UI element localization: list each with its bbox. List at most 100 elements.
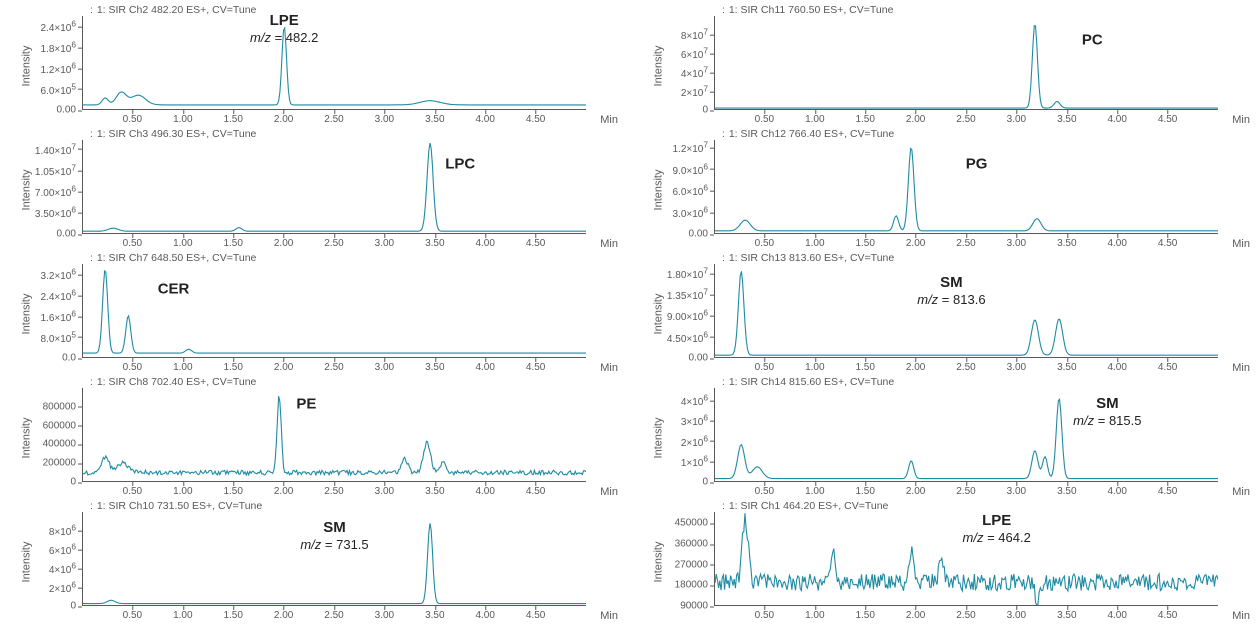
yticks: 0.003.0×1066.0×1069.0×1061.2×107: [636, 140, 714, 234]
ytick: 1.05×107: [35, 163, 82, 178]
plot-area: CER: [82, 264, 586, 358]
ytick: 0.00: [57, 105, 82, 116]
xtick: 4.50: [526, 358, 545, 373]
xtick: 0.50: [123, 358, 142, 373]
xlabel: Min: [1232, 362, 1250, 374]
ytick: 1.40×107: [35, 141, 82, 156]
ytick: 1.35×107: [667, 287, 714, 302]
ytick: 0.0: [62, 353, 82, 364]
xtick: 1.00: [173, 358, 192, 373]
xtick: 4.00: [475, 358, 494, 373]
xtick: 3.50: [425, 234, 444, 249]
xtick: 1.00: [173, 110, 192, 125]
ytick: 3.2×106: [40, 267, 82, 282]
ytick: 8×107: [681, 27, 714, 42]
plot-area: PG: [714, 140, 1218, 234]
yticks: 01×1062×1063×1064×106: [636, 388, 714, 482]
ytick: 9.0×106: [672, 161, 714, 176]
xtick: 3.00: [375, 358, 394, 373]
xticks: 0.501.001.502.002.503.003.504.004.50: [714, 358, 1218, 376]
xtick: 3.00: [1007, 110, 1026, 125]
xtick: 3.00: [1007, 482, 1026, 497]
ytick: 1×106: [681, 454, 714, 469]
xtick: 0.50: [123, 110, 142, 125]
xlabel: Min: [1232, 238, 1250, 250]
xtick: 3.00: [375, 606, 394, 621]
channel-header: : 1: SIR Ch8 702.40 ES+, CV=Tune: [90, 376, 256, 388]
xtick: 3.00: [1007, 234, 1026, 249]
panel-sm_813: IntensityMin: 1: SIR Ch13 813.60 ES+, CV…: [636, 252, 1252, 376]
xtick: 2.00: [906, 234, 925, 249]
xticks: 0.501.001.502.002.503.003.504.004.50: [82, 234, 586, 252]
channel-header: : 1: SIR Ch12 766.40 ES+, CV=Tune: [722, 128, 894, 140]
xtick: 1.50: [223, 358, 242, 373]
compound-label: SMm/z = 813.6: [917, 274, 985, 308]
xtick: 1.50: [223, 234, 242, 249]
xtick: 3.50: [1057, 606, 1076, 621]
panel-sm_731: IntensityMin: 1: SIR Ch10 731.50 ES+, CV…: [4, 500, 620, 624]
xtick: 4.00: [1107, 606, 1126, 621]
channel-header: : 1: SIR Ch1 464.20 ES+, CV=Tune: [722, 500, 888, 512]
xtick: 0.50: [123, 234, 142, 249]
xlabel: Min: [1232, 114, 1250, 126]
xtick: 1.50: [855, 234, 874, 249]
xtick: 0.50: [755, 234, 774, 249]
xtick: 1.00: [805, 234, 824, 249]
xtick: 4.50: [1158, 358, 1177, 373]
xtick: 3.50: [1057, 110, 1076, 125]
ytick: 3.0×106: [672, 205, 714, 220]
trace: [83, 264, 586, 357]
ytick: 270000: [675, 559, 714, 570]
xtick: 3.00: [1007, 606, 1026, 621]
ytick: 200000: [43, 458, 82, 469]
plot-area: PC: [714, 16, 1218, 110]
xtick: 3.50: [425, 482, 444, 497]
xtick: 0.50: [123, 606, 142, 621]
ytick: 0: [70, 601, 82, 612]
xtick: 2.50: [324, 606, 343, 621]
xtick: 4.50: [526, 482, 545, 497]
ytick: 6.0×106: [672, 183, 714, 198]
plot-area: PE: [82, 388, 586, 482]
ytick: 9.00×106: [667, 308, 714, 323]
plot-area: LPEm/z = 482.2: [82, 16, 586, 110]
panel-cer: IntensityMin: 1: SIR Ch7 648.50 ES+, CV=…: [4, 252, 620, 376]
xticks: 0.501.001.502.002.503.003.504.004.50: [714, 482, 1218, 500]
xtick: 2.00: [906, 606, 925, 621]
xtick: 2.00: [274, 110, 293, 125]
xlabel: Min: [1232, 610, 1250, 622]
ytick: 2.4×106: [40, 19, 82, 34]
xtick: 2.00: [274, 482, 293, 497]
panel-pg: IntensityMin: 1: SIR Ch12 766.40 ES+, CV…: [636, 128, 1252, 252]
channel-header: : 1: SIR Ch13 813.60 ES+, CV=Tune: [722, 252, 894, 264]
channel-header: : 1: SIR Ch10 731.50 ES+, CV=Tune: [90, 500, 262, 512]
trace: [83, 388, 586, 481]
xtick: 1.50: [855, 482, 874, 497]
ytick: 450000: [675, 518, 714, 529]
plot-area: LPC: [82, 140, 586, 234]
xticks: 0.501.001.502.002.503.003.504.004.50: [82, 110, 586, 128]
ytick: 1.8×106: [40, 40, 82, 55]
ytick: 6×106: [49, 542, 82, 557]
xtick: 1.00: [173, 482, 192, 497]
xtick: 4.50: [526, 606, 545, 621]
xlabel: Min: [1232, 486, 1250, 498]
xtick: 3.00: [375, 110, 394, 125]
xtick: 1.50: [223, 482, 242, 497]
plot-area: LPEm/z = 464.2: [714, 512, 1218, 606]
xtick: 0.50: [755, 110, 774, 125]
xtick: 2.50: [956, 606, 975, 621]
chromatogram-grid: IntensityMin: 1: SIR Ch2 482.20 ES+, CV=…: [0, 0, 1260, 624]
xtick: 4.00: [475, 234, 494, 249]
xtick: 0.50: [755, 482, 774, 497]
xtick: 0.50: [123, 482, 142, 497]
yticks: 02×1064×1066×1068×106: [4, 512, 82, 606]
channel-header: : 1: SIR Ch7 648.50 ES+, CV=Tune: [90, 252, 256, 264]
ytick: 8×106: [49, 523, 82, 538]
ytick: 400000: [43, 439, 82, 450]
ytick: 800000: [43, 401, 82, 412]
xtick: 4.00: [1107, 482, 1126, 497]
xlabel: Min: [600, 610, 618, 622]
xtick: 1.50: [223, 606, 242, 621]
compound-label: SMm/z = 815.5: [1073, 395, 1141, 429]
